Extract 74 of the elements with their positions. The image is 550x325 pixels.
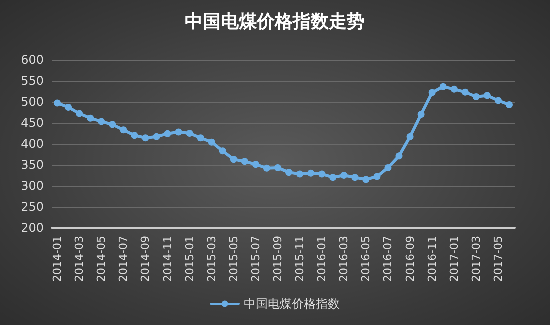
- point: [406, 133, 414, 140]
- x-tick-label: 2015-01: [183, 236, 196, 282]
- x-tick-label: 2017-05: [492, 236, 505, 282]
- x-tick-label: 2016-01: [316, 236, 329, 282]
- point: [318, 170, 326, 178]
- point: [362, 176, 370, 184]
- y-tick-label: 450: [21, 116, 44, 130]
- x-tick-label: 2014-07: [117, 236, 130, 282]
- point: [65, 104, 72, 111]
- point: [241, 158, 248, 166]
- x-tick-label: 2014-03: [73, 236, 86, 282]
- point: [109, 121, 116, 128]
- point: [494, 97, 502, 104]
- point: [252, 161, 260, 168]
- x-tick-label: 2016-11: [426, 236, 439, 282]
- x-tick-label: 2016-03: [338, 236, 351, 282]
- x-tick-label: 2015-03: [205, 236, 218, 282]
- x-tick-label: 2015-07: [249, 236, 262, 282]
- x-tick-label: 2016-05: [360, 236, 373, 282]
- point: [396, 152, 403, 160]
- point: [175, 128, 182, 136]
- x-tick-label: 2014-01: [51, 236, 64, 282]
- point: [308, 170, 315, 177]
- point: [340, 172, 348, 179]
- x-tick-label: 2015-05: [227, 236, 240, 282]
- point: [450, 86, 458, 93]
- x-tick-label: 2014-11: [161, 236, 174, 282]
- point: [153, 133, 160, 140]
- point: [263, 164, 270, 172]
- point: [54, 100, 62, 107]
- point: [440, 83, 447, 90]
- x-tick-label: 2016-09: [404, 236, 417, 282]
- point: [208, 138, 216, 146]
- point: [418, 111, 425, 118]
- point: [120, 126, 128, 134]
- point: [76, 110, 84, 118]
- point: [330, 174, 337, 182]
- point: [286, 169, 293, 176]
- point: [131, 132, 138, 140]
- x-tick-label: 2014-09: [139, 236, 152, 282]
- x-tick-label: 2016-07: [382, 236, 395, 282]
- point: [384, 164, 392, 172]
- point: [296, 170, 304, 178]
- point: [87, 114, 94, 122]
- y-tick-label: 600: [21, 53, 44, 67]
- x-tick-label: 2017-01: [448, 236, 461, 282]
- point: [186, 130, 194, 137]
- point: [98, 118, 106, 126]
- x-tick-label: 2014-05: [95, 236, 108, 282]
- chart-title: 中国电煤价格指数走势: [185, 12, 365, 32]
- y-tick-label: 550: [21, 74, 44, 88]
- point: [142, 134, 150, 142]
- point: [374, 173, 381, 180]
- x-tick-label: 2017-03: [470, 236, 483, 282]
- point: [352, 174, 359, 182]
- point: [506, 101, 513, 108]
- y-tick-label: 350: [21, 158, 44, 172]
- y-tick-label: 250: [21, 200, 44, 214]
- x-tick-label: 2015-09: [271, 236, 284, 282]
- y-tick-label: 200: [21, 221, 44, 235]
- point: [197, 134, 204, 142]
- point: [274, 164, 282, 172]
- point: [462, 88, 469, 96]
- point: [164, 130, 172, 138]
- point: [428, 89, 436, 96]
- legend-label: 中国电煤价格指数: [244, 297, 340, 311]
- point: [472, 93, 480, 100]
- point: [219, 148, 226, 155]
- y-tick-label: 500: [21, 95, 44, 109]
- y-tick-label: 400: [21, 137, 44, 151]
- point: [230, 156, 238, 164]
- point: [484, 92, 491, 100]
- y-tick-label: 300: [21, 179, 44, 193]
- x-tick-label: 2015-11: [294, 236, 307, 282]
